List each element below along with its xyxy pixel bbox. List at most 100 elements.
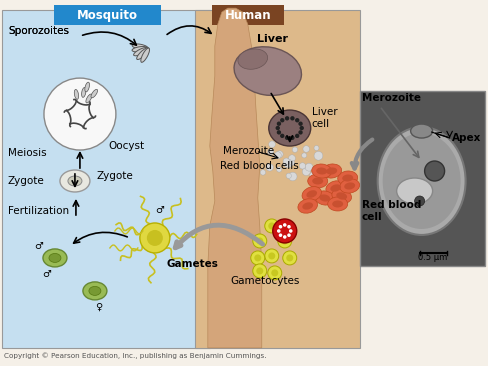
Circle shape — [283, 235, 286, 239]
Ellipse shape — [134, 48, 148, 56]
Text: Meiosis: Meiosis — [8, 148, 47, 158]
Ellipse shape — [319, 194, 330, 202]
Circle shape — [425, 161, 445, 181]
Text: ♂: ♂ — [42, 269, 51, 279]
Text: Copyright © Pearson Education, Inc., publishing as Benjamin Cummings.: Copyright © Pearson Education, Inc., pub… — [4, 352, 266, 359]
Ellipse shape — [85, 82, 89, 92]
Circle shape — [298, 122, 303, 126]
Ellipse shape — [89, 287, 101, 295]
Text: Red blood
cell: Red blood cell — [362, 200, 421, 222]
Ellipse shape — [81, 87, 86, 97]
Text: Zygote: Zygote — [8, 176, 45, 186]
Text: Sporozoites: Sporozoites — [8, 26, 69, 36]
Text: Mosquito: Mosquito — [77, 9, 138, 22]
Circle shape — [302, 168, 310, 176]
Circle shape — [260, 170, 265, 175]
Circle shape — [314, 152, 323, 160]
Circle shape — [44, 78, 116, 150]
Circle shape — [279, 225, 282, 228]
Circle shape — [256, 268, 263, 274]
Circle shape — [273, 219, 297, 243]
Circle shape — [287, 225, 291, 228]
Circle shape — [281, 238, 288, 244]
Circle shape — [271, 269, 278, 276]
Ellipse shape — [86, 94, 92, 103]
Text: Gametes: Gametes — [167, 259, 219, 269]
Ellipse shape — [344, 182, 355, 190]
Ellipse shape — [322, 164, 342, 178]
FancyBboxPatch shape — [212, 5, 284, 25]
Circle shape — [276, 151, 283, 158]
Circle shape — [288, 172, 297, 181]
Ellipse shape — [132, 44, 148, 49]
Circle shape — [254, 254, 261, 261]
Circle shape — [303, 146, 309, 152]
Ellipse shape — [326, 181, 346, 195]
Ellipse shape — [141, 48, 149, 62]
Circle shape — [288, 155, 295, 162]
Ellipse shape — [328, 197, 347, 211]
Circle shape — [295, 134, 299, 138]
Circle shape — [283, 223, 286, 227]
Circle shape — [287, 234, 291, 237]
FancyBboxPatch shape — [360, 91, 485, 266]
Circle shape — [283, 158, 289, 164]
Circle shape — [302, 153, 307, 158]
Circle shape — [269, 141, 275, 147]
Text: Sporozoites: Sporozoites — [8, 26, 69, 36]
Circle shape — [265, 249, 279, 263]
Circle shape — [286, 254, 293, 261]
Circle shape — [268, 223, 275, 229]
Circle shape — [280, 118, 285, 123]
Circle shape — [295, 118, 300, 123]
Ellipse shape — [238, 49, 267, 69]
Circle shape — [147, 230, 163, 246]
Circle shape — [277, 130, 281, 135]
Ellipse shape — [332, 189, 351, 203]
Ellipse shape — [303, 202, 313, 210]
Ellipse shape — [316, 168, 327, 175]
Circle shape — [305, 163, 313, 171]
FancyBboxPatch shape — [195, 10, 360, 348]
Circle shape — [292, 147, 298, 152]
Ellipse shape — [234, 47, 302, 96]
Text: Human: Human — [224, 9, 271, 22]
Circle shape — [280, 134, 285, 138]
Ellipse shape — [336, 192, 347, 200]
Circle shape — [289, 160, 295, 165]
Circle shape — [265, 219, 279, 233]
Circle shape — [289, 229, 292, 233]
Text: ♂: ♂ — [156, 205, 164, 215]
Ellipse shape — [298, 199, 318, 213]
FancyBboxPatch shape — [54, 5, 161, 25]
Circle shape — [298, 130, 303, 135]
Circle shape — [279, 234, 282, 237]
Ellipse shape — [83, 282, 107, 300]
Ellipse shape — [269, 110, 311, 146]
Ellipse shape — [312, 164, 332, 178]
FancyBboxPatch shape — [2, 10, 210, 348]
Ellipse shape — [43, 249, 67, 267]
Circle shape — [283, 251, 297, 265]
Circle shape — [309, 171, 318, 180]
Ellipse shape — [332, 201, 343, 208]
Text: Gametocytes: Gametocytes — [230, 276, 300, 286]
Text: ♀: ♀ — [95, 302, 102, 312]
Ellipse shape — [60, 170, 90, 192]
Circle shape — [290, 135, 295, 140]
Ellipse shape — [326, 168, 337, 175]
Ellipse shape — [312, 178, 323, 184]
Ellipse shape — [397, 178, 433, 204]
Ellipse shape — [306, 190, 317, 198]
Ellipse shape — [308, 174, 328, 188]
Text: Fertilization: Fertilization — [8, 206, 69, 216]
Circle shape — [285, 116, 289, 120]
Ellipse shape — [383, 133, 461, 229]
Ellipse shape — [49, 253, 61, 262]
Circle shape — [274, 152, 281, 159]
Circle shape — [253, 234, 267, 248]
Circle shape — [251, 251, 265, 265]
Circle shape — [290, 116, 295, 120]
Circle shape — [300, 126, 304, 130]
Ellipse shape — [315, 191, 335, 205]
